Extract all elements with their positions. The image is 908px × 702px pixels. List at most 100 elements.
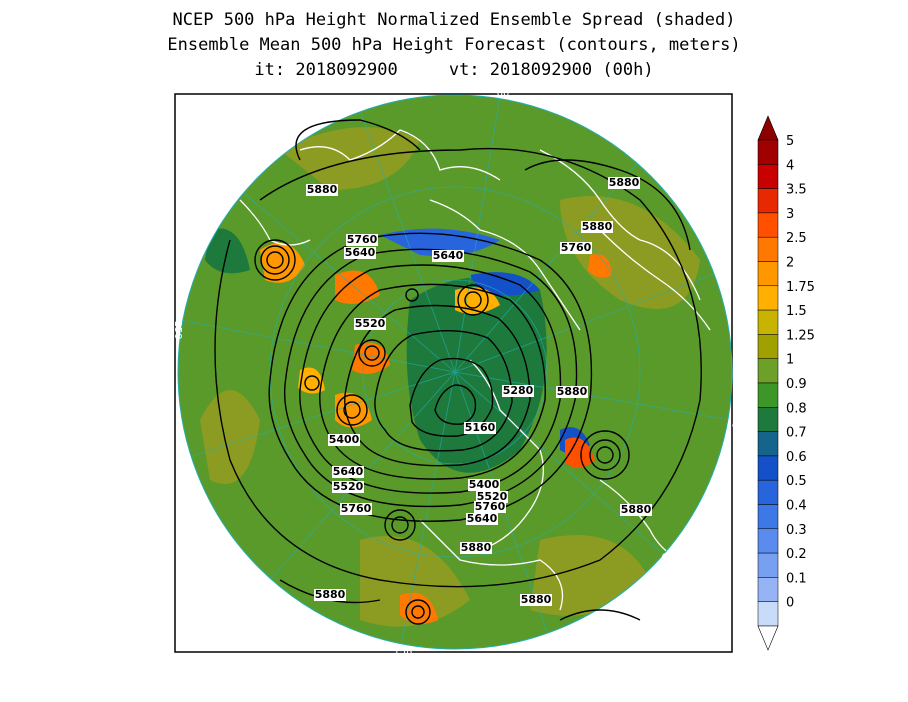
contour-label-box: [332, 466, 364, 478]
title-line-2: Ensemble Mean 500 hPa Height Forecast (c…: [167, 35, 741, 55]
contour-label: 5880: [307, 183, 338, 196]
contour-label: 5280: [503, 384, 534, 397]
contour-label: 5880: [621, 503, 652, 516]
contour-label-box: [344, 247, 376, 259]
colorbar-label: 3: [786, 207, 794, 222]
colorbar-max-triangle: [757, 115, 779, 141]
colorbar-label: 0: [786, 596, 794, 611]
colorbar: 5 4 3.5 3 2.5 2 1.75 1.5 1.25 1 0.9 0.8 0.7 0.6 0.5 0.4…: [757, 115, 815, 651]
contour-label-box: [620, 504, 652, 516]
contour-label-box: [502, 385, 534, 397]
spread-patch: [455, 287, 500, 314]
colorbar-label: 5: [786, 134, 794, 149]
colorbar-swatch: [757, 552, 779, 578]
longitude-label: 90: [544, 633, 560, 648]
contour-label: 5760: [561, 241, 592, 254]
contour-label-box: [464, 422, 496, 434]
spread-patch: [352, 342, 390, 374]
colorbar-swatch: [757, 164, 779, 189]
title-line-3: it: 2018092900 vt: 2018092900 (00h): [254, 60, 654, 80]
contour-label-box: [340, 503, 372, 515]
contour-label: 5880: [521, 593, 552, 606]
colorbar-swatch: [757, 479, 779, 505]
contour-label: 5520: [333, 480, 364, 493]
contour-label-box: [474, 501, 506, 513]
contour-label-box: [608, 177, 640, 189]
colorbar-swatch: [757, 261, 779, 287]
colorbar-label: 0.9: [786, 377, 807, 392]
contour-label: 5400: [329, 433, 360, 446]
contour-label: 5640: [433, 249, 464, 262]
colorbar-min-triangle: [757, 625, 779, 651]
contour-label: 5880: [315, 588, 346, 601]
contour-label: 5760: [475, 500, 506, 513]
contour-label-box: [476, 491, 508, 503]
colorbar-swatch: [757, 382, 779, 408]
colorbar-swatch: [757, 601, 779, 627]
spread-patch: [565, 437, 595, 469]
contour-label-box: [332, 481, 364, 493]
colorbar-label: 0.4: [786, 499, 807, 514]
colorbar-label: 2.5: [786, 231, 807, 246]
longitude-label: 150: [172, 320, 183, 339]
spread-patch: [360, 536, 470, 627]
contour-label-box: [581, 221, 613, 233]
colorbar-swatch: [757, 285, 779, 311]
contour-label: 5880: [609, 176, 640, 189]
colorbar-label: 1: [786, 353, 794, 368]
longitude-label: 180: [177, 459, 191, 480]
colorbar-label: 0.5: [786, 474, 807, 489]
longitude-label: 30: [729, 415, 742, 429]
colorbar-swatch: [757, 139, 779, 165]
colorbar-label: 0.6: [786, 450, 807, 465]
colorbar-swatch: [757, 334, 779, 359]
contour-label-box: [346, 234, 378, 246]
contour-label: 5760: [347, 233, 378, 246]
title-line-1: NCEP 500 hPa Height Normalized Ensemble …: [172, 10, 736, 30]
colorbar-label: 0.8: [786, 401, 807, 416]
contour-label: 5880: [461, 541, 492, 554]
colorbar-label: 4: [786, 158, 794, 173]
spread-patch: [470, 272, 540, 296]
colorbar-label: 3.5: [786, 183, 807, 198]
contour-label: 5520: [355, 317, 386, 330]
contour-label-box: [460, 542, 492, 554]
colorbar-swatch: [757, 407, 779, 432]
contour-label: 5880: [582, 220, 613, 233]
colorbar-label: 1.75: [786, 280, 815, 295]
contour-label-box: [306, 184, 338, 196]
spread-patch: [588, 254, 612, 278]
contour-label-box: [466, 513, 498, 525]
colorbar-label: 0.2: [786, 547, 807, 562]
colorbar-swatch: [757, 431, 779, 457]
colorbar-swatch: [757, 236, 779, 262]
colorbar-swatch: [757, 504, 779, 530]
contour-label-box: [354, 318, 386, 330]
contour-label-box: [560, 242, 592, 254]
colorbar-label: 1.5: [786, 304, 807, 319]
contour-label: 5760: [341, 502, 372, 515]
longitude-label: 90: [343, 100, 358, 116]
contour-label: 5160: [465, 421, 496, 434]
longitude-label: 120: [393, 649, 412, 660]
colorbar-swatch: [757, 358, 779, 384]
longitude-label: 0: [716, 267, 728, 276]
map-outline: [177, 94, 733, 650]
map-disk: [178, 95, 732, 649]
longitude-label: 60: [497, 88, 510, 99]
contour-label: 5520: [477, 490, 508, 503]
colorbar-label: 0.3: [786, 523, 807, 538]
contour-label-box: [432, 250, 464, 262]
contour-label: 5400: [469, 478, 500, 491]
colorbar-label: 0.1: [786, 571, 807, 586]
colorbar-swatch: [757, 309, 779, 335]
contour-label-box: [314, 589, 346, 601]
colorbar-swatch: [757, 188, 779, 214]
contour-label-box: [556, 386, 588, 398]
contour-label-box: [328, 434, 360, 446]
colorbar-swatch: [757, 455, 779, 481]
colorbar-label: 2: [786, 256, 794, 271]
contour-label: 5640: [345, 246, 376, 259]
